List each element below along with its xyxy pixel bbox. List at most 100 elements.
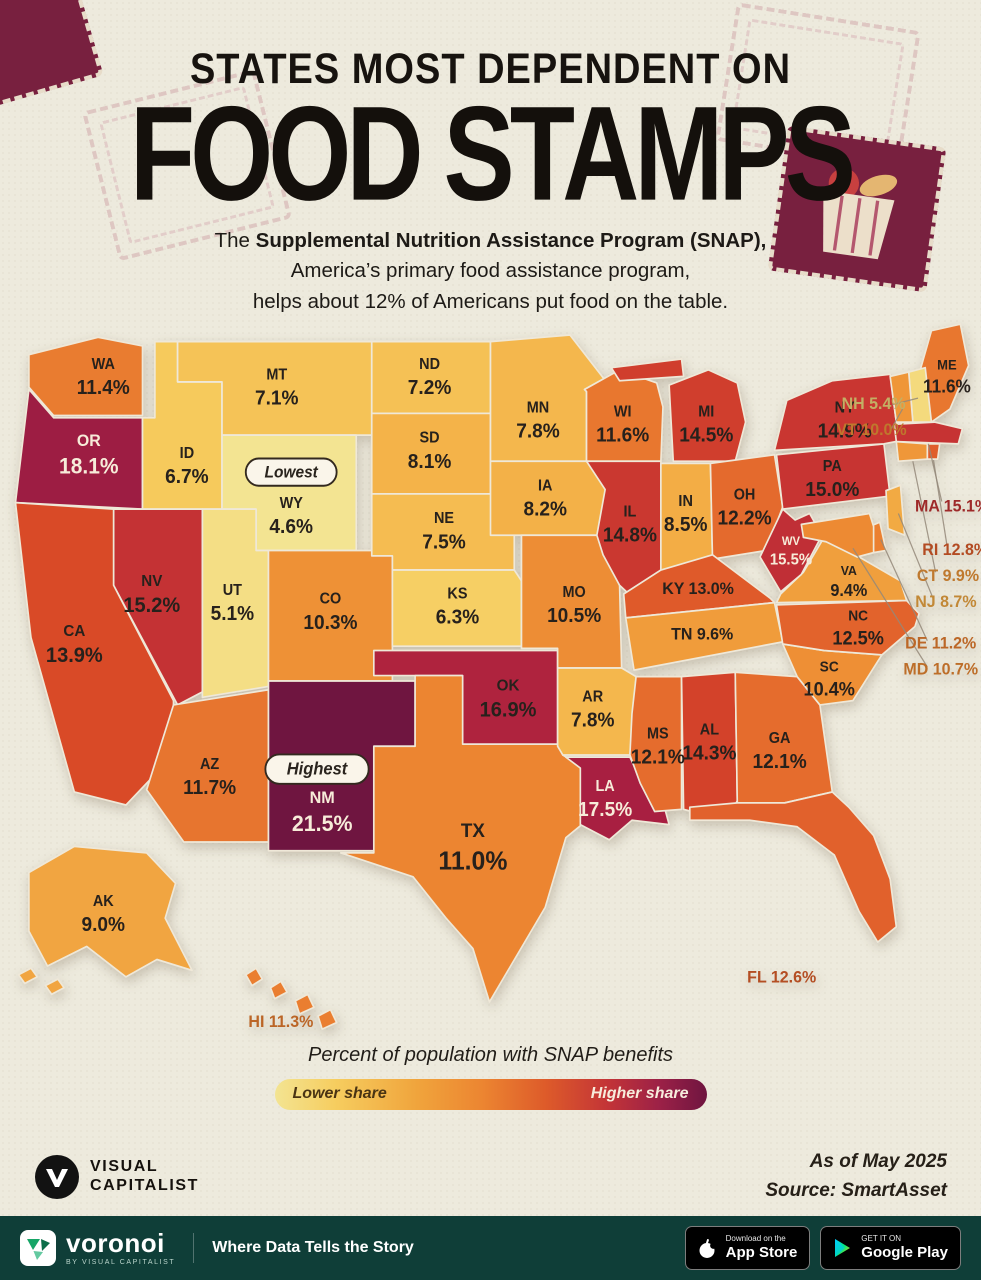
store-badges: Download on the App Store GET IT ON xyxy=(684,1226,961,1270)
legend: Percent of population with SNAP benefits… xyxy=(0,1044,981,1110)
state-label-WA: WA xyxy=(92,356,116,372)
state-label-NH: NH 5.4% xyxy=(842,395,906,413)
state-label-MT: MT xyxy=(266,367,287,383)
state-label-OH: OH xyxy=(734,487,756,503)
state-label-NJ: NJ 8.7% xyxy=(915,593,977,611)
state-label-VA: VA xyxy=(841,563,857,577)
state-label-KS: KS xyxy=(447,586,467,602)
state-label-NC: NC xyxy=(848,607,868,623)
state-label-DE: DE 11.2% xyxy=(905,634,976,652)
state-shape-MA xyxy=(893,421,964,445)
state-value-AZ: 11.7% xyxy=(183,777,236,800)
highest-callout xyxy=(264,753,370,785)
state-shape-AZ xyxy=(145,688,270,843)
leader-line-VT xyxy=(889,408,904,432)
highest-callout-label: Highest xyxy=(287,759,349,778)
state-shape-MI xyxy=(610,358,685,382)
state-value-IL: 14.8% xyxy=(603,524,657,547)
state-value-WY: 4.6% xyxy=(269,516,313,539)
grocery-bag-icon xyxy=(823,168,898,260)
state-label-OK: OK xyxy=(497,677,520,694)
lowest-callout-label: Lowest xyxy=(265,464,319,481)
state-value-VA: 9.4% xyxy=(830,581,867,600)
state-label-OR: OR xyxy=(77,432,101,450)
state-value-OH: 12.2% xyxy=(717,507,771,530)
voronoi-wordmark: voronoi BY VISUAL CAPITALIST xyxy=(66,1230,175,1266)
state-label-CO: CO xyxy=(320,591,342,607)
leader-line-CT xyxy=(912,461,937,573)
state-value-UT: 5.1% xyxy=(211,603,255,626)
state-value-TX: 11.0% xyxy=(438,847,507,876)
voronoi-name: voronoi xyxy=(66,1228,165,1258)
voronoi-brand: voronoi BY VISUAL CAPITALIST xyxy=(20,1230,175,1266)
state-value-PA: 15.0% xyxy=(805,479,859,502)
state-value-GA: 12.1% xyxy=(753,751,807,774)
leader-line-NJ xyxy=(897,513,935,600)
state-label-NV: NV xyxy=(141,573,163,590)
logo-line-2: CAPITALIST xyxy=(90,1176,200,1194)
state-value-SC: 10.4% xyxy=(803,678,855,700)
subtitle: The Supplemental Nutrition Assistance Pr… xyxy=(151,226,831,318)
state-value-ID: 6.7% xyxy=(165,466,209,489)
state-label-SD: SD xyxy=(420,430,440,446)
state-value-AR: 7.8% xyxy=(571,709,615,732)
state-value-AL: 14.3% xyxy=(682,742,736,765)
state-value-WA: 11.4% xyxy=(77,376,130,399)
google-play-icon xyxy=(835,1239,851,1257)
state-value-IA: 8.2% xyxy=(523,498,567,521)
state-shape-MD xyxy=(800,512,875,558)
leader-line-DE xyxy=(880,539,928,642)
state-value-NC: 12.5% xyxy=(832,627,884,649)
state-shape-AK xyxy=(44,978,65,996)
state-shape-AK xyxy=(28,845,193,978)
state-value-NM: 21.5% xyxy=(292,810,353,836)
lowest-callout xyxy=(244,457,338,487)
state-label-WY: WY xyxy=(280,496,303,512)
tagline: Where Data Tells the Story xyxy=(212,1239,414,1256)
state-value-AK: 9.0% xyxy=(82,914,126,937)
state-label-AZ: AZ xyxy=(200,757,219,773)
state-label-WI: WI xyxy=(614,404,632,420)
subtitle-line3: helps about 12% of Americans put food on… xyxy=(252,290,729,313)
footer: VISUAL CAPITALIST As of May 2025 Source:… xyxy=(0,1148,981,1205)
source-credit: Source: SmartAsset xyxy=(765,1179,947,1201)
state-label-SC: SC xyxy=(820,658,839,674)
state-label-LA: LA xyxy=(595,779,615,795)
apple-icon xyxy=(699,1239,717,1258)
subtitle-bold: Supplemental Nutrition Assistance Progra… xyxy=(255,228,767,252)
state-label-TX: TX xyxy=(461,820,485,842)
state-shape-AK xyxy=(17,967,39,985)
state-value-ND: 7.2% xyxy=(408,376,452,399)
state-value-LA: 17.5% xyxy=(578,798,632,821)
title-kicker: STATES MOST DEPENDENT ON xyxy=(189,46,792,94)
state-label-IN: IN xyxy=(678,494,692,510)
state-label-HI: HI 11.3% xyxy=(248,1013,313,1031)
state-value-MO: 10.5% xyxy=(547,605,601,628)
us-choropleth-map: WA 11.4% OR 18.1% ID 6.7% MT 7.1% WY 4.6% NV 15.2% U… xyxy=(14,323,981,1031)
state-shape-WA xyxy=(28,336,144,417)
google-play-text: GET IT ON Google Play xyxy=(861,1233,948,1261)
state-value-WI: 11.6% xyxy=(596,424,649,447)
state-label-CA: CA xyxy=(63,623,85,640)
state-value-MT: 7.1% xyxy=(255,387,299,410)
leader-line-MD xyxy=(852,547,928,668)
visual-capitalist-logo: VISUAL CAPITALIST xyxy=(34,1154,199,1200)
state-shape-HI xyxy=(294,993,315,1015)
state-label-CT: CT 9.9% xyxy=(917,567,980,585)
visual-capitalist-wordmark: VISUAL CAPITALIST xyxy=(90,1158,199,1195)
state-label-ND: ND xyxy=(419,356,440,372)
page-title: FOOD STAMPS xyxy=(129,78,856,229)
state-label-AR: AR xyxy=(582,689,603,705)
subtitle-pre: The xyxy=(214,228,256,252)
legend-caption: Percent of population with SNAP benefits xyxy=(307,1044,674,1066)
subtitle-line2: America’s primary food assistance progra… xyxy=(290,259,691,283)
state-shape-HI xyxy=(269,980,288,1000)
state-label-FL: FL 12.6% xyxy=(747,968,816,986)
legend-low-label: Lower share xyxy=(292,1085,387,1102)
app-store-badge[interactable]: Download on the App Store xyxy=(684,1226,811,1270)
state-shape-HI xyxy=(244,967,264,987)
divider xyxy=(193,1233,195,1263)
google-play-badge[interactable]: GET IT ON Google Play xyxy=(820,1226,961,1270)
state-label-GA: GA xyxy=(769,731,791,747)
